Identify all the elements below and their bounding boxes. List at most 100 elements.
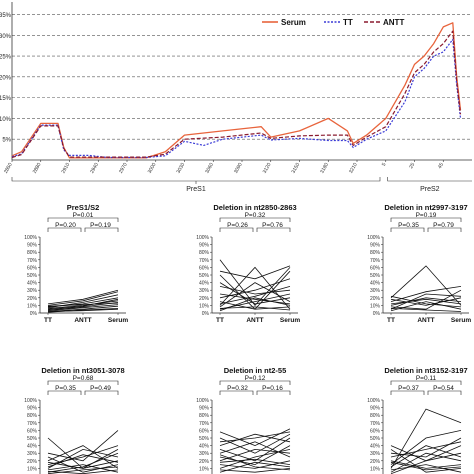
pvalue-bracket-left bbox=[219, 227, 254, 232]
panel-title: Deletion in nt2997-3197 bbox=[384, 203, 467, 212]
panel-y-tick-label: 10% bbox=[199, 466, 210, 472]
panel-y-tick-label: 10% bbox=[370, 466, 381, 472]
top-x-tick-label: 3210 bbox=[348, 162, 359, 175]
sample-line bbox=[47, 298, 119, 310]
sample-line bbox=[219, 282, 291, 308]
sample-line bbox=[219, 286, 291, 295]
sample-line bbox=[47, 452, 119, 473]
sample-line bbox=[219, 293, 291, 305]
top-x-tick-label: 3120 bbox=[262, 162, 273, 175]
sample-line bbox=[390, 430, 462, 465]
panel-y-tick-label: 10% bbox=[27, 303, 38, 309]
panel-y-tick-label: 80% bbox=[27, 250, 38, 256]
panel-y-tick-label: 50% bbox=[27, 273, 38, 279]
panel-y-tick-label: 60% bbox=[370, 265, 381, 271]
top-x-tick-label: 45 bbox=[437, 162, 445, 170]
top-y-tick-label: 5% bbox=[2, 138, 11, 144]
pvalue-right: P=0.49 bbox=[90, 385, 111, 392]
top-y-tick-label: 15% bbox=[0, 96, 12, 102]
panel-y-tick-label: 90% bbox=[370, 243, 381, 249]
panel-y-tick-label: 30% bbox=[27, 451, 38, 457]
panel-y-tick-label: 20% bbox=[199, 459, 210, 465]
panel-y-tick-label: 30% bbox=[199, 288, 210, 294]
pvalue-left: P=0.32 bbox=[227, 385, 248, 392]
sample-line bbox=[219, 468, 291, 473]
panel-y-tick-label: 50% bbox=[370, 436, 381, 442]
top-x-tick-label: 2970 bbox=[118, 162, 129, 175]
panel-y-tick-label: 10% bbox=[27, 466, 38, 472]
panel-y-tick-label: 0% bbox=[30, 311, 38, 317]
pvalue-bracket-left bbox=[390, 227, 425, 232]
pvalue-bracket-left bbox=[47, 390, 82, 395]
sample-line bbox=[390, 460, 462, 469]
panel-y-tick-label: 40% bbox=[370, 281, 381, 287]
pvalue-left: P=0.20 bbox=[55, 222, 76, 229]
pvalue-left: P=0.35 bbox=[398, 222, 419, 229]
top-y-tick-label: 35% bbox=[0, 13, 12, 19]
panel-y-tick-label: 70% bbox=[27, 258, 38, 264]
pvalue-outer: P=0.11 bbox=[416, 375, 437, 382]
sample-line bbox=[47, 302, 119, 307]
panel-y-tick-label: 70% bbox=[370, 421, 381, 427]
panel-y-tick-label: 100% bbox=[24, 398, 37, 404]
panel-y-tick-label: 10% bbox=[199, 303, 210, 309]
top-y-tick-label: 20% bbox=[0, 75, 12, 81]
panel-y-tick-label: 40% bbox=[27, 444, 38, 450]
sample-line bbox=[47, 305, 119, 312]
sample-line bbox=[47, 456, 119, 473]
panel-title: Deletion in nt3152-3197 bbox=[384, 366, 467, 375]
panel-y-tick-label: 70% bbox=[27, 421, 38, 427]
sample-line bbox=[219, 270, 291, 310]
sample-line bbox=[219, 449, 291, 469]
sample-line bbox=[219, 437, 291, 462]
panel-y-tick-label: 90% bbox=[27, 243, 38, 249]
small-panel: PreS1/S2P=0.01 P=0.20 P=0.19 100% 90%80% 70%6… bbox=[24, 203, 128, 324]
panel-title: Deletion in nt2850-2863 bbox=[213, 203, 296, 212]
panel-y-tick-label: 80% bbox=[27, 413, 38, 419]
region-bracket-pres1 bbox=[11, 177, 381, 182]
panel-y-tick-label: 30% bbox=[370, 288, 381, 294]
panel-y-tick-label: 20% bbox=[27, 296, 38, 302]
panel-y-tick-label: 60% bbox=[27, 428, 38, 434]
pvalue-right: P=0.16 bbox=[262, 385, 283, 392]
pvalue-bracket-right bbox=[427, 227, 462, 232]
pvalue-outer: P=0.68 bbox=[73, 375, 94, 382]
panel-y-tick-label: 60% bbox=[27, 265, 38, 271]
sample-line bbox=[390, 295, 462, 308]
sample-line bbox=[390, 301, 462, 312]
top-x-tick-label: 3150 bbox=[290, 162, 301, 175]
top-x-tick-label: 2940 bbox=[89, 162, 100, 175]
pvalue-bracket-outer bbox=[47, 380, 119, 385]
sample-line bbox=[47, 304, 119, 312]
sample-line bbox=[47, 291, 119, 306]
sample-line bbox=[47, 464, 119, 473]
sample-line bbox=[219, 460, 291, 469]
panel-x-label: ANTT bbox=[246, 317, 263, 324]
sample-line bbox=[390, 297, 462, 306]
panel-y-tick-label: 40% bbox=[199, 444, 210, 450]
panel-y-tick-label: 70% bbox=[199, 258, 210, 264]
region-label-pres1: PreS1 bbox=[186, 186, 206, 193]
pvalue-right: P=0.76 bbox=[262, 222, 283, 229]
panel-y-tick-label: 80% bbox=[370, 413, 381, 419]
pvalue-bracket-right bbox=[256, 390, 291, 395]
series-line-serum bbox=[11, 22, 462, 159]
sample-line bbox=[219, 428, 291, 447]
panel-y-tick-label: 20% bbox=[199, 296, 210, 302]
panel-title: Deletion in nt2-55 bbox=[224, 366, 287, 375]
pvalue-bracket-outer bbox=[219, 380, 291, 385]
sample-line bbox=[219, 286, 291, 305]
panel-x-label: TT bbox=[387, 317, 395, 324]
sample-line bbox=[219, 433, 291, 454]
panel-y-tick-label: 40% bbox=[370, 444, 381, 450]
panel-y-tick-label: 90% bbox=[370, 406, 381, 412]
sample-line bbox=[47, 289, 119, 305]
panel-y-tick-label: 70% bbox=[370, 258, 381, 264]
sample-line bbox=[390, 293, 462, 310]
pvalue-left: P=0.26 bbox=[227, 222, 248, 229]
sample-line bbox=[390, 286, 462, 302]
top-x-tick-label: 25 bbox=[408, 162, 416, 170]
pvalue-bracket-outer bbox=[390, 380, 462, 385]
panel-y-tick-label: 40% bbox=[27, 281, 38, 287]
panel-y-tick-label: 20% bbox=[27, 459, 38, 465]
